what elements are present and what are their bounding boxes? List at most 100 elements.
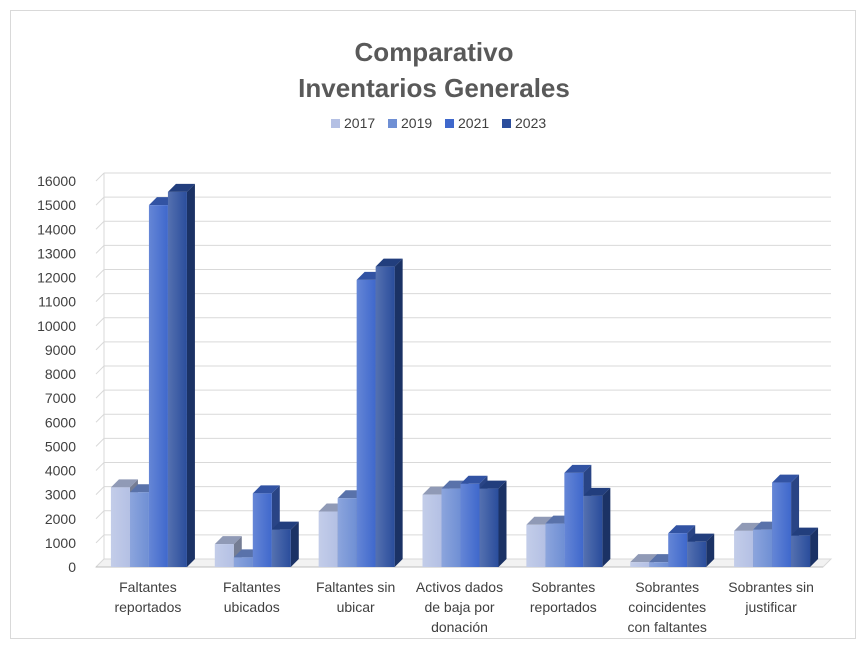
legend-entry: 2019 [388,115,432,131]
x-tick-label: con faltantes [628,619,707,635]
y-tick-label: 11000 [38,294,76,310]
y-tick-label: 1000 [45,535,76,551]
x-tick-label: de baja por [424,599,494,615]
legend-entry: 2021 [445,115,489,131]
bar-front [630,562,650,567]
gridline-depth [95,534,105,544]
bar-top [375,258,403,267]
bar [375,258,403,567]
bar-chart: 0 1000 2000 3000 4000 5000 6000 7000 8000 9000 100… [37,37,833,635]
legend-entry: 2017 [331,115,375,131]
x-tick-label: Sobrantes sin [728,579,814,595]
legend-swatch [445,119,454,128]
gridline-depth [95,293,105,302]
gridline-depth [95,510,105,520]
bar [583,487,611,567]
y-tick-label: 5000 [45,438,76,454]
bar-front [441,488,461,567]
gridline-depth [95,438,105,447]
bar-front [649,562,669,567]
labels: 0 1000 2000 3000 4000 5000 6000 7000 8000 9000 100… [37,173,814,635]
bar-front [337,498,357,567]
gridline-depth [95,413,105,423]
bar-top [479,480,507,489]
bar-side [706,533,715,567]
bar-front [233,557,253,567]
x-tick-label: justificar [744,599,797,615]
y-tick-label: 8000 [45,366,76,382]
bar-front [375,266,395,567]
x-tick-label: reportados [114,599,181,615]
y-tick-label: 7000 [45,390,76,406]
gridline-depth [95,389,105,399]
gridline-depth [95,269,105,278]
gridline-depth [95,172,105,182]
x-tick-label: Faltantes [119,579,177,595]
chart-title: Comparativo Inventarios Generales [298,37,570,103]
bar-top [630,554,658,563]
gridline-depth [95,462,105,471]
y-tick-label: 0 [68,559,76,575]
bar-top [687,533,715,542]
y-tick-label: 3000 [45,487,76,503]
legend-label: 2023 [515,115,546,131]
bar [687,533,715,567]
bar-side [810,527,819,567]
x-tick-label: Activos dados [416,579,503,595]
gridline-depth [95,220,105,230]
bar-front [110,487,130,567]
bar [167,183,195,567]
bar-front [753,529,773,567]
bar-side [290,521,299,567]
y-tick-label: 15000 [37,197,76,213]
bar-top [583,487,611,496]
bar-top [214,536,242,545]
gridline-depth [95,486,105,495]
y-tick-label: 2000 [45,511,76,527]
bar-front [734,530,754,567]
bar-front [271,529,291,567]
legend-label: 2017 [344,115,375,131]
chart-title-line: Inventarios Generales [298,73,570,103]
bar [479,480,507,567]
bar [271,521,299,567]
bar-front [167,191,187,567]
gridline-depth [95,245,105,254]
x-tick-label: ubicar [337,599,375,615]
bar-front [687,541,707,567]
bar-top [271,521,299,530]
bar-front [318,511,338,567]
bar [791,527,819,567]
bar-top [668,525,696,534]
bar-front [479,488,499,567]
bar [668,525,696,567]
bar-front [356,279,376,567]
gridline-depth [95,196,105,206]
y-tick-label: 13000 [37,245,76,261]
bar-front [564,472,584,567]
gridline-depth [95,317,105,327]
bar-top [110,479,138,488]
bar-front [583,495,603,567]
bar-front [668,533,688,567]
y-tick-label: 14000 [37,221,76,237]
x-tick-label: Sobrantes [531,579,595,595]
bar-top [791,527,819,536]
bars [110,183,819,567]
legend-swatch [331,119,340,128]
y-tick-label: 6000 [45,414,76,430]
bar-front [148,205,168,567]
bar-side [602,487,611,567]
bar-front [422,494,442,567]
bar-top [167,183,195,192]
legend-swatch [502,119,511,128]
x-tick-label: Sobrantes [635,579,699,595]
legend-swatch [388,119,397,128]
x-tick-label: Faltantes [223,579,281,595]
bar-front [772,482,792,567]
x-tick-label: ubicados [224,599,280,615]
bar-front [791,535,811,567]
bar-side [498,480,507,567]
bar-front [252,493,272,567]
bar-front [129,492,149,567]
